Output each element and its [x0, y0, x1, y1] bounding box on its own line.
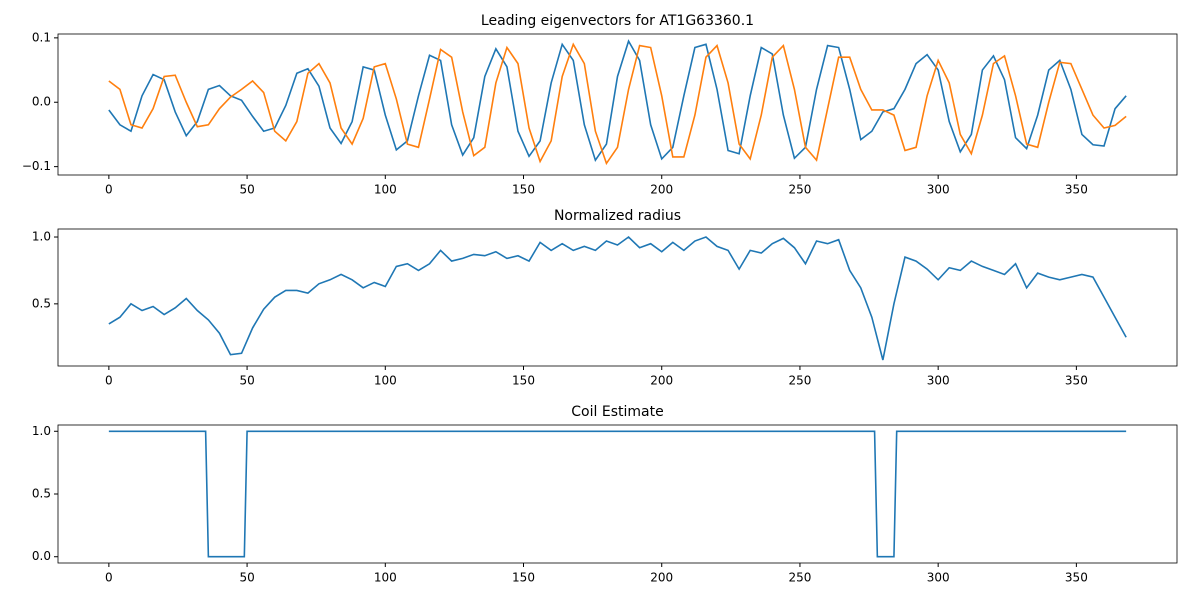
x-tick-label: 150 — [512, 571, 535, 585]
x-tick-label: 200 — [650, 183, 673, 197]
axes-frame — [57, 424, 1178, 564]
x-tick-label: 300 — [927, 374, 950, 388]
axes-frame — [57, 33, 1178, 176]
y-tick-label: 0.5 — [32, 487, 51, 501]
axes-frame — [57, 228, 1178, 367]
x-tick-label: 250 — [788, 571, 811, 585]
y-tick-label: 0.1 — [32, 30, 51, 44]
chart-title: Leading eigenvectors for AT1G63360.1 — [481, 13, 754, 29]
data-line — [108, 42, 1127, 166]
data-line — [108, 39, 1127, 163]
x-tick-label: 100 — [374, 374, 397, 388]
x-tick-label: 300 — [927, 571, 950, 585]
x-tick-label: 50 — [239, 571, 254, 585]
x-tick-label: 200 — [650, 571, 673, 585]
x-tick-label: 0 — [105, 374, 113, 388]
y-tick-label: 0.0 — [32, 549, 51, 563]
x-tick-label: 150 — [512, 374, 535, 388]
x-tick-label: 350 — [1065, 571, 1088, 585]
x-tick-label: 200 — [650, 374, 673, 388]
x-tick-label: 300 — [927, 183, 950, 197]
x-tick-label: 100 — [374, 571, 397, 585]
x-tick-label: 250 — [788, 183, 811, 197]
x-tick-label: 350 — [1065, 183, 1088, 197]
chart-title: Coil Estimate — [571, 404, 663, 420]
data-line — [108, 430, 1127, 558]
chart-title: Normalized radius — [554, 208, 681, 224]
x-tick-label: 50 — [239, 183, 254, 197]
y-tick-label: −0.1 — [22, 159, 51, 173]
y-tick-label: 1.0 — [32, 424, 51, 438]
data-line — [108, 235, 1127, 361]
y-tick-label: 1.0 — [32, 230, 51, 244]
x-tick-label: 150 — [512, 183, 535, 197]
x-tick-label: 50 — [239, 374, 254, 388]
x-tick-label: 250 — [788, 374, 811, 388]
x-tick-label: 0 — [105, 571, 113, 585]
x-tick-label: 350 — [1065, 374, 1088, 388]
y-tick-label: 0.5 — [32, 296, 51, 310]
y-tick-label: 0.0 — [32, 95, 51, 109]
x-tick-label: 0 — [105, 183, 113, 197]
x-tick-label: 100 — [374, 183, 397, 197]
